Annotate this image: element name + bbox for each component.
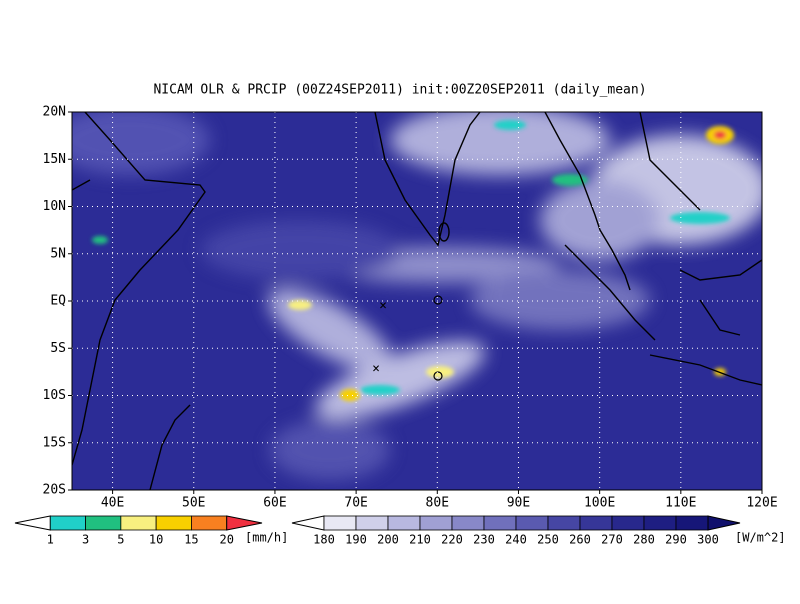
colorbar-label: 20 xyxy=(219,533,233,547)
coastline xyxy=(72,112,762,490)
colorbar-label: 10 xyxy=(149,533,163,547)
colorbar-box xyxy=(191,515,228,531)
colorbar-box xyxy=(155,515,192,531)
colorbar-box xyxy=(547,515,581,531)
y-tick-label: 10N xyxy=(43,199,66,214)
colorbar-label: 200 xyxy=(377,533,399,547)
x-tick-label: 60E xyxy=(263,496,286,511)
x-tick-label: 100E xyxy=(584,496,615,511)
x-tick-label: 50E xyxy=(182,496,205,511)
title: NICAM OLR & PRCIP (00Z24SEP2011) init:00… xyxy=(153,83,646,98)
colorbar-end xyxy=(707,515,741,531)
colorbar-box xyxy=(675,515,709,531)
colorbar-label: 290 xyxy=(665,533,687,547)
x-tick-label: 70E xyxy=(344,496,367,511)
colorbar-end xyxy=(291,515,325,531)
o-marker xyxy=(433,371,443,381)
x-tick-label: 80E xyxy=(426,496,449,511)
y-tick-label: 5S xyxy=(50,341,66,356)
colorbar-box xyxy=(483,515,517,531)
y-tick-label: 5N xyxy=(50,246,66,261)
colorbar-box xyxy=(120,515,157,531)
colorbar-label: 250 xyxy=(537,533,559,547)
y-tick-label: 15S xyxy=(43,435,66,450)
colorbar-label: 230 xyxy=(473,533,495,547)
x-marker: × xyxy=(379,299,387,314)
colorbar-unit: [W/m^2] xyxy=(735,531,786,545)
colorbar-box xyxy=(387,515,421,531)
colorbar-box xyxy=(85,515,122,531)
colorbar-box xyxy=(643,515,677,531)
colorbar-label: 220 xyxy=(441,533,463,547)
x-tick-label: 110E xyxy=(665,496,696,511)
colorbar-label: 15 xyxy=(184,533,198,547)
y-tick-label: 10S xyxy=(43,388,66,403)
colorbar-box xyxy=(579,515,613,531)
x-tick-label: 90E xyxy=(507,496,530,511)
colorbar-box xyxy=(611,515,645,531)
colorbar-label: 190 xyxy=(345,533,367,547)
colorbar-box xyxy=(355,515,389,531)
colorbar-label: 1 xyxy=(47,533,54,547)
colorbar-label: 3 xyxy=(82,533,89,547)
colorbar-box xyxy=(49,515,86,531)
markers: × × xyxy=(372,295,443,381)
y-tick-label: 20N xyxy=(43,105,66,120)
colorbar-label: 300 xyxy=(697,533,719,547)
colorbar-box xyxy=(419,515,453,531)
colorbar-label: 240 xyxy=(505,533,527,547)
colorbar-unit: [mm/h] xyxy=(245,531,288,545)
colorbar-label: 270 xyxy=(601,533,623,547)
colorbar-label: 280 xyxy=(633,533,655,547)
map-field: × × xyxy=(72,112,762,490)
colorbar-box xyxy=(451,515,485,531)
x-marker: × xyxy=(372,362,380,377)
colorbar-box xyxy=(323,515,357,531)
colorbar-label: 5 xyxy=(117,533,124,547)
y-tick-label: 20S xyxy=(43,483,66,498)
y-tick-label: 15N xyxy=(43,152,66,167)
colorbar-box xyxy=(515,515,549,531)
colorbar-end xyxy=(226,515,263,531)
x-tick-label: 120E xyxy=(746,496,777,511)
colorbar-label: 260 xyxy=(569,533,591,547)
x-tick-label: 40E xyxy=(101,496,124,511)
y-tick-label: EQ xyxy=(50,294,66,309)
colorbar-label: 210 xyxy=(409,533,431,547)
colorbar-label: 180 xyxy=(313,533,335,547)
o-marker xyxy=(433,295,443,305)
colorbar-end xyxy=(14,515,51,531)
